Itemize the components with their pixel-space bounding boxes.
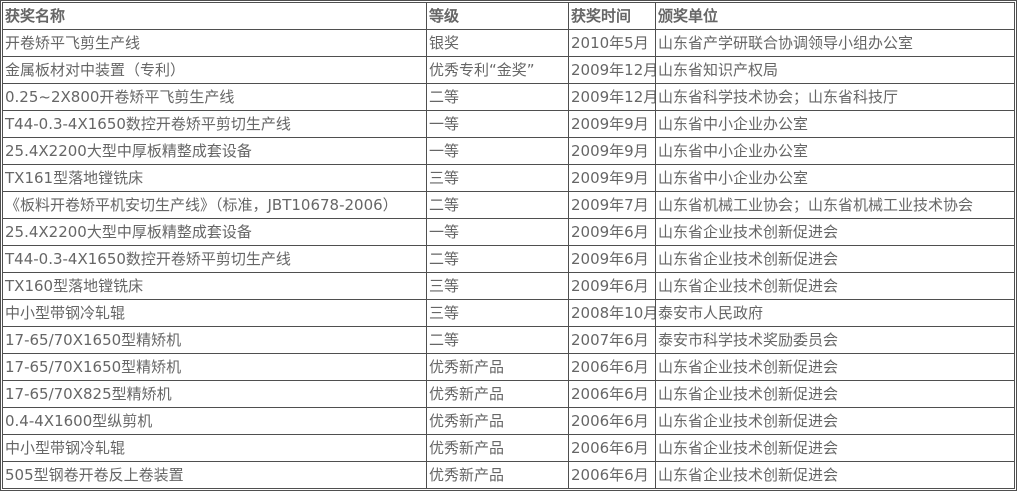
awarding-unit-cell: 山东省企业技术创新促进会 xyxy=(655,461,1015,489)
award-date-cell: 2009年7月 xyxy=(568,191,656,219)
awarding-unit-cell: 山东省企业技术创新促进会 xyxy=(655,245,1015,273)
award-name-cell: 17-65/70X1650型精矫机 xyxy=(2,353,427,381)
award-date-cell: 2009年6月 xyxy=(568,272,656,300)
grade-cell: 三等 xyxy=(426,164,569,192)
table-row: 金属板材对中装置（专利） 优秀专利“金奖” 2009年12月 山东省知识产权局 xyxy=(2,56,1015,84)
award-date-cell: 2007年6月 xyxy=(568,326,656,354)
award-date-cell: 2010年5月 xyxy=(568,29,656,57)
grade-cell: 一等 xyxy=(426,218,569,246)
grade-cell: 优秀新产品 xyxy=(426,353,569,381)
table-row: 25.4X2200大型中厚板精整成套设备 一等 2009年9月 山东省中小企业办公室 xyxy=(2,137,1015,165)
award-date-cell: 2006年6月 xyxy=(568,434,656,462)
header-grade: 等级 xyxy=(426,2,569,30)
grade-cell: 二等 xyxy=(426,326,569,354)
award-name-cell: T44-0.3-4X1650数控开卷矫平剪切生产线 xyxy=(2,110,427,138)
award-date-cell: 2006年6月 xyxy=(568,380,656,408)
award-date-cell: 2006年6月 xyxy=(568,407,656,435)
header-award-date: 获奖时间 xyxy=(568,2,656,30)
award-name-cell: 中小型带钢冷轧辊 xyxy=(2,434,427,462)
awarding-unit-cell: 山东省企业技术创新促进会 xyxy=(655,218,1015,246)
awards-table-body: 开卷矫平飞剪生产线 银奖 2010年5月 山东省产学研联合协调领导小组办公室 金属板材对… xyxy=(2,29,1015,489)
award-name-cell: 17-65/70X1650型精矫机 xyxy=(2,326,427,354)
grade-cell: 二等 xyxy=(426,83,569,111)
table-row: 0.25~2X800开卷矫平飞剪生产线 二等 2009年12月 山东省科学技术协会；山… xyxy=(2,83,1015,111)
header-row: 获奖名称 等级 获奖时间 颁奖单位 xyxy=(2,2,1015,30)
table-row: 505型钢卷开卷反上卷装置 优秀新产品 2006年6月 山东省企业技术创新促进会 xyxy=(2,461,1015,489)
header-award-name: 获奖名称 xyxy=(2,2,427,30)
awarding-unit-cell: 山东省企业技术创新促进会 xyxy=(655,272,1015,300)
award-date-cell: 2006年6月 xyxy=(568,461,656,489)
awarding-unit-cell: 山东省企业技术创新促进会 xyxy=(655,353,1015,381)
awarding-unit-cell: 山东省科学技术协会；山东省科技厅 xyxy=(655,83,1015,111)
table-row: 中小型带钢冷轧辊 优秀新产品 2006年6月 山东省企业技术创新促进会 xyxy=(2,434,1015,462)
awarding-unit-cell: 山东省中小企业办公室 xyxy=(655,110,1015,138)
grade-cell: 二等 xyxy=(426,245,569,273)
table-row: 17-65/70X1650型精矫机 优秀新产品 2006年6月 山东省企业技术创新促进… xyxy=(2,353,1015,381)
grade-cell: 银奖 xyxy=(426,29,569,57)
grade-cell: 一等 xyxy=(426,110,569,138)
table-row: TX160型落地镗铣床 三等 2009年6月 山东省企业技术创新促进会 xyxy=(2,272,1015,300)
award-name-cell: TX160型落地镗铣床 xyxy=(2,272,427,300)
award-name-cell: 505型钢卷开卷反上卷装置 xyxy=(2,461,427,489)
award-name-cell: 0.4-4X1600型纵剪机 xyxy=(2,407,427,435)
table-row: 开卷矫平飞剪生产线 银奖 2010年5月 山东省产学研联合协调领导小组办公室 xyxy=(2,29,1015,57)
award-name-cell: 金属板材对中装置（专利） xyxy=(2,56,427,84)
award-date-cell: 2009年9月 xyxy=(568,164,656,192)
grade-cell: 优秀新产品 xyxy=(426,407,569,435)
award-date-cell: 2009年6月 xyxy=(568,218,656,246)
award-date-cell: 2009年12月 xyxy=(568,83,656,111)
award-name-cell: 25.4X2200大型中厚板精整成套设备 xyxy=(2,218,427,246)
table-row: 17-65/70X825型精矫机 优秀新产品 2006年6月 山东省企业技术创新促进会 xyxy=(2,380,1015,408)
award-date-cell: 2006年6月 xyxy=(568,353,656,381)
awarding-unit-cell: 泰安市科学技术奖励委员会 xyxy=(655,326,1015,354)
grade-cell: 三等 xyxy=(426,272,569,300)
grade-cell: 三等 xyxy=(426,299,569,327)
grade-cell: 优秀新产品 xyxy=(426,461,569,489)
awarding-unit-cell: 泰安市人民政府 xyxy=(655,299,1015,327)
awarding-unit-cell: 山东省机械工业协会；山东省机械工业技术协会 xyxy=(655,191,1015,219)
awarding-unit-cell: 山东省企业技术创新促进会 xyxy=(655,434,1015,462)
award-name-cell: 0.25~2X800开卷矫平飞剪生产线 xyxy=(2,83,427,111)
grade-cell: 优秀新产品 xyxy=(426,380,569,408)
table-row: T44-0.3-4X1650数控开卷矫平剪切生产线 一等 2009年9月 山东省中小企… xyxy=(2,110,1015,138)
grade-cell: 一等 xyxy=(426,137,569,165)
award-name-cell: 中小型带钢冷轧辊 xyxy=(2,299,427,327)
awarding-unit-cell: 山东省企业技术创新促进会 xyxy=(655,407,1015,435)
award-name-cell: 25.4X2200大型中厚板精整成套设备 xyxy=(2,137,427,165)
awarding-unit-cell: 山东省中小企业办公室 xyxy=(655,164,1015,192)
award-date-cell: 2008年10月 xyxy=(568,299,656,327)
grade-cell: 二等 xyxy=(426,191,569,219)
award-date-cell: 2009年6月 xyxy=(568,245,656,273)
table-row: 中小型带钢冷轧辊 三等 2008年10月 泰安市人民政府 xyxy=(2,299,1015,327)
table-row: TX161型落地镗铣床 三等 2009年9月 山东省中小企业办公室 xyxy=(2,164,1015,192)
award-name-cell: 开卷矫平飞剪生产线 xyxy=(2,29,427,57)
table-row: 《板料开卷矫平机安切生产线》（标准，JBT10678-2006） 二等 2009年7… xyxy=(2,191,1015,219)
awarding-unit-cell: 山东省知识产权局 xyxy=(655,56,1015,84)
table-row: 0.4-4X1600型纵剪机 优秀新产品 2006年6月 山东省企业技术创新促进会 xyxy=(2,407,1015,435)
award-date-cell: 2009年12月 xyxy=(568,56,656,84)
award-name-cell: 《板料开卷矫平机安切生产线》（标准，JBT10678-2006） xyxy=(2,191,427,219)
table-row: T44-0.3-4X1650数控开卷矫平剪切生产线 二等 2009年6月 山东省企业技… xyxy=(2,245,1015,273)
award-date-cell: 2009年9月 xyxy=(568,137,656,165)
awarding-unit-cell: 山东省企业技术创新促进会 xyxy=(655,380,1015,408)
awarding-unit-cell: 山东省产学研联合协调领导小组办公室 xyxy=(655,29,1015,57)
table-row: 25.4X2200大型中厚板精整成套设备 一等 2009年6月 山东省企业技术创新促进… xyxy=(2,218,1015,246)
table-row: 17-65/70X1650型精矫机 二等 2007年6月 泰安市科学技术奖励委员会 xyxy=(2,326,1015,354)
award-name-cell: 17-65/70X825型精矫机 xyxy=(2,380,427,408)
awarding-unit-cell: 山东省中小企业办公室 xyxy=(655,137,1015,165)
grade-cell: 优秀专利“金奖” xyxy=(426,56,569,84)
award-name-cell: TX161型落地镗铣床 xyxy=(2,164,427,192)
grade-cell: 优秀新产品 xyxy=(426,434,569,462)
award-name-cell: T44-0.3-4X1650数控开卷矫平剪切生产线 xyxy=(2,245,427,273)
award-date-cell: 2009年9月 xyxy=(568,110,656,138)
header-awarding-unit: 颁奖单位 xyxy=(655,2,1015,30)
